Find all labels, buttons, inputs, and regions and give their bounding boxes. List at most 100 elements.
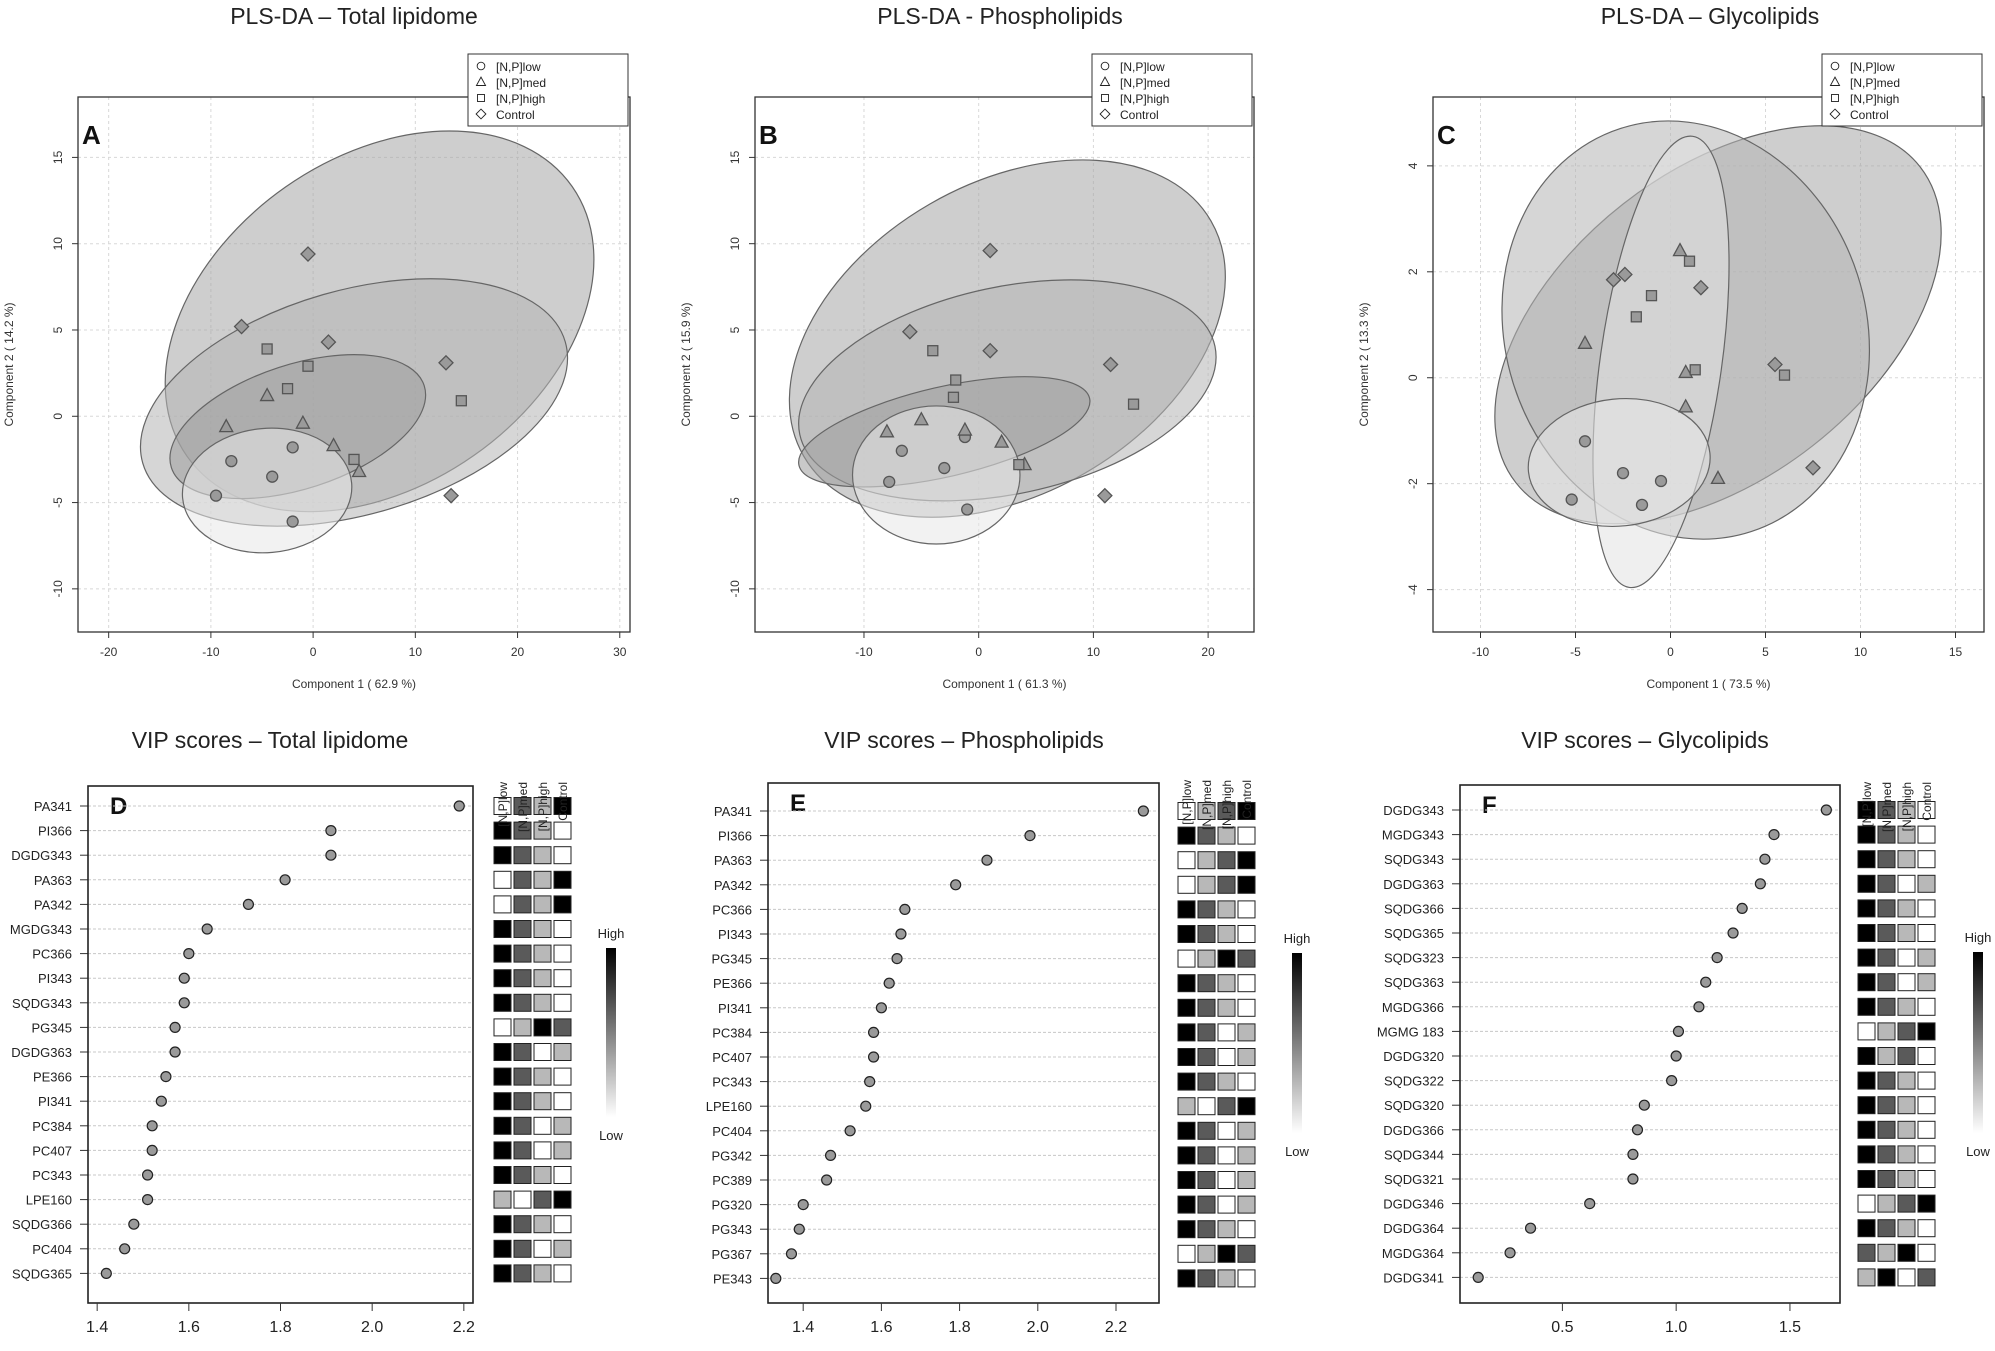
- feature-label: MGDG364: [1382, 1246, 1444, 1261]
- heatmap-cell: [1237, 851, 1256, 870]
- heatmap-cell: [553, 993, 572, 1012]
- x-tick-label: -20: [100, 645, 118, 659]
- legend-label: [N,P]high: [1120, 92, 1169, 106]
- heatmap-cell: [1237, 1121, 1256, 1140]
- y-tick-label: -10: [51, 580, 65, 598]
- vip-dot: [160, 1070, 172, 1083]
- heatmap-cell: [533, 1043, 552, 1061]
- x-tick-label: 2.0: [1027, 1319, 1049, 1336]
- heatmap-cell: [1877, 973, 1896, 992]
- heatmap-cell: [553, 797, 572, 815]
- legend-marker: [476, 61, 486, 71]
- heatmap-cell: [533, 993, 552, 1012]
- x-axis-label: Component 1 ( 73.5 %): [1646, 677, 1770, 691]
- x-tick-label: 2.2: [453, 1319, 475, 1336]
- heatmap-cell: [533, 1190, 552, 1209]
- feature-label: PG367: [712, 1247, 752, 1262]
- plsda-panel-A: PLS-DA – Total lipidome -20 -10 0 10 20 30 -10 -…: [2, 3, 631, 691]
- vip-dot: [146, 1144, 158, 1157]
- vip-dot: [1627, 1173, 1639, 1185]
- x-tick-label: 15: [1949, 645, 1963, 659]
- heatmap-cell: [1917, 801, 1936, 819]
- legend-label: Control: [1850, 108, 1889, 122]
- legend-label: Control: [496, 108, 535, 122]
- heatmap-cell: [1177, 1072, 1196, 1091]
- heatmap-cell: [1877, 1170, 1896, 1188]
- feature-label: PE343: [713, 1271, 752, 1286]
- heatmap-cell: [533, 1092, 552, 1111]
- chart-title: VIP scores – Phospholipids: [824, 727, 1104, 753]
- heatmap-cell: [513, 920, 532, 938]
- heatmap-cell: [1877, 948, 1896, 967]
- legend-label: Control: [1120, 108, 1159, 122]
- heatmap-cell: [1197, 851, 1216, 870]
- heatmap-cell: [1197, 1171, 1216, 1189]
- legend-box: [1091, 53, 1253, 127]
- vip-dot: [1672, 1025, 1685, 1038]
- heatmap-cell: [1237, 1146, 1256, 1165]
- heatmap-cell: [533, 870, 552, 889]
- feature-label: SQDG344: [1384, 1147, 1444, 1162]
- heatmap-cell: [1917, 1243, 1936, 1262]
- heatmap-cell: [1177, 826, 1196, 845]
- feature-label: DGDG346: [1383, 1197, 1444, 1212]
- heatmap-cell: [1237, 826, 1256, 845]
- heatmap-cell: [1897, 1071, 1916, 1090]
- vip-dot: [1638, 1099, 1650, 1111]
- heatmap-cell: [1917, 1047, 1936, 1065]
- heatmap-cell: [513, 1043, 532, 1061]
- scatter-point: [994, 433, 1010, 448]
- y-axis-label: Component 2 ( 13.3 %): [1357, 302, 1371, 426]
- heatmap-cell: [513, 821, 532, 840]
- feature-label: MGDG366: [1382, 1000, 1444, 1015]
- heatmap-cell: [1177, 875, 1196, 894]
- heatmap-cell: [1237, 802, 1256, 820]
- heatmap-cell: [1197, 1195, 1216, 1214]
- vip-dot: [183, 947, 195, 960]
- heatmap-cell: [533, 1067, 552, 1086]
- colorbar-low-label: Low: [1285, 1144, 1309, 1159]
- colorbar-high-label: High: [598, 926, 625, 941]
- scatter-point: [438, 354, 454, 371]
- colorbar-high-label: High: [1284, 931, 1311, 946]
- feature-label: SQDG321: [1384, 1172, 1444, 1187]
- chart-title: PLS-DA - Phospholipids: [877, 3, 1122, 29]
- feature-label: DGDG343: [11, 848, 72, 863]
- vip-dot: [1631, 1124, 1644, 1136]
- feature-label: PE366: [713, 976, 752, 991]
- feature-label: PE366: [33, 1070, 72, 1085]
- colorbar-low-label: Low: [599, 1128, 623, 1143]
- x-tick-label: 30: [613, 645, 627, 659]
- scatter-point: [1767, 356, 1783, 373]
- feature-label: PC343: [712, 1075, 752, 1090]
- legend: [N,P]low [N,P]med [N,P]high Control: [1091, 53, 1253, 127]
- feature-label: DGDG363: [1383, 877, 1444, 892]
- vip-dot: [169, 1046, 181, 1058]
- legend-label: [N,P]low: [496, 60, 541, 74]
- x-tick-label: -5: [1570, 645, 1581, 659]
- heatmap-cell: [1237, 1171, 1256, 1189]
- heatmap-cell: [1897, 924, 1916, 942]
- legend-marker: [1830, 61, 1840, 71]
- scatter-point: [259, 387, 275, 402]
- heatmap-cell: [493, 1043, 512, 1061]
- heatmap-cell: [513, 1239, 532, 1258]
- heatmap-cell: [1917, 924, 1936, 942]
- scatter-point: [901, 323, 918, 340]
- heatmap-cell: [1217, 1023, 1236, 1042]
- heatmap-cell: [1857, 948, 1876, 967]
- scatter-point: [1683, 255, 1696, 267]
- heatmap-cell: [493, 1239, 512, 1258]
- heatmap-cell: [1237, 1244, 1256, 1263]
- heatmap-cell: [553, 944, 572, 963]
- legend-label: [N,P]med: [1850, 76, 1900, 90]
- vip-dot: [178, 972, 190, 984]
- vip-dot: [1137, 805, 1149, 817]
- scatter-point: [286, 515, 299, 528]
- scatter-point: [261, 343, 273, 355]
- heatmap-cell: [1197, 1244, 1216, 1263]
- heatmap-cell: [1177, 1220, 1196, 1239]
- vip-dot: [141, 1169, 154, 1181]
- heatmap-cell: [1217, 1072, 1236, 1091]
